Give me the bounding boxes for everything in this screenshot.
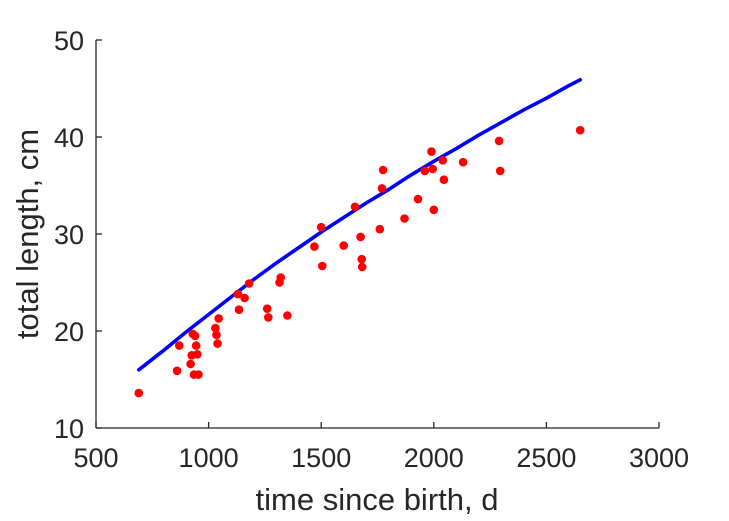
data-point (264, 313, 273, 322)
fit-curve (137, 78, 582, 372)
data-point (428, 164, 438, 174)
data-point (339, 241, 349, 250)
data-point (495, 166, 505, 176)
chart-marks (134, 78, 585, 398)
data-point (427, 147, 436, 156)
data-point (172, 366, 182, 376)
x-axis-label: time since birth, d (256, 482, 499, 517)
y-tick-label: 10 (54, 414, 84, 444)
x-tick-label: 2500 (516, 443, 576, 473)
data-point (191, 341, 201, 350)
data-point (429, 205, 439, 215)
data-point (318, 261, 327, 271)
x-tick-label: 1500 (291, 443, 351, 473)
data-point (357, 254, 367, 264)
data-point (193, 350, 202, 359)
y-tick-label: 40 (54, 123, 84, 153)
data-point (357, 262, 367, 272)
data-point (234, 305, 244, 315)
data-point (194, 370, 203, 379)
x-tick-label: 2000 (404, 443, 464, 473)
y-tick-label: 50 (54, 26, 84, 56)
data-point (214, 314, 223, 323)
data-point (310, 242, 319, 251)
data-point (350, 202, 360, 212)
data-point (575, 125, 585, 135)
x-tick-label: 3000 (629, 443, 689, 473)
x-tick-label: 500 (73, 443, 118, 473)
data-point (400, 214, 409, 223)
data-point (494, 136, 504, 146)
data-point (276, 273, 286, 282)
data-point (186, 359, 195, 369)
data-point (438, 156, 448, 165)
data-point (212, 330, 221, 340)
data-point (439, 175, 449, 184)
data-point (413, 194, 423, 204)
data-point (378, 165, 388, 175)
data-point (420, 166, 430, 176)
y-tick-label: 30 (54, 220, 84, 250)
data-point (458, 157, 468, 167)
data-point (213, 339, 222, 348)
data-point (175, 341, 184, 350)
data-point (233, 289, 243, 299)
y-tick-label: 20 (54, 317, 84, 347)
chart-ticks: 500 1000 1500 2000 2500 3000 10 20 30 40 50 (54, 26, 689, 473)
data-point (283, 311, 292, 320)
data-point (377, 184, 387, 193)
data-point (375, 224, 385, 234)
data-point (262, 304, 272, 314)
data-point (356, 232, 365, 242)
data-point (134, 388, 144, 398)
data-point (211, 323, 220, 333)
y-axis-label: total length, cm (10, 129, 45, 339)
data-point (244, 279, 254, 288)
data-point (316, 222, 326, 232)
data-point (190, 331, 200, 341)
data-point (240, 293, 249, 303)
x-tick-label: 1000 (179, 443, 239, 473)
